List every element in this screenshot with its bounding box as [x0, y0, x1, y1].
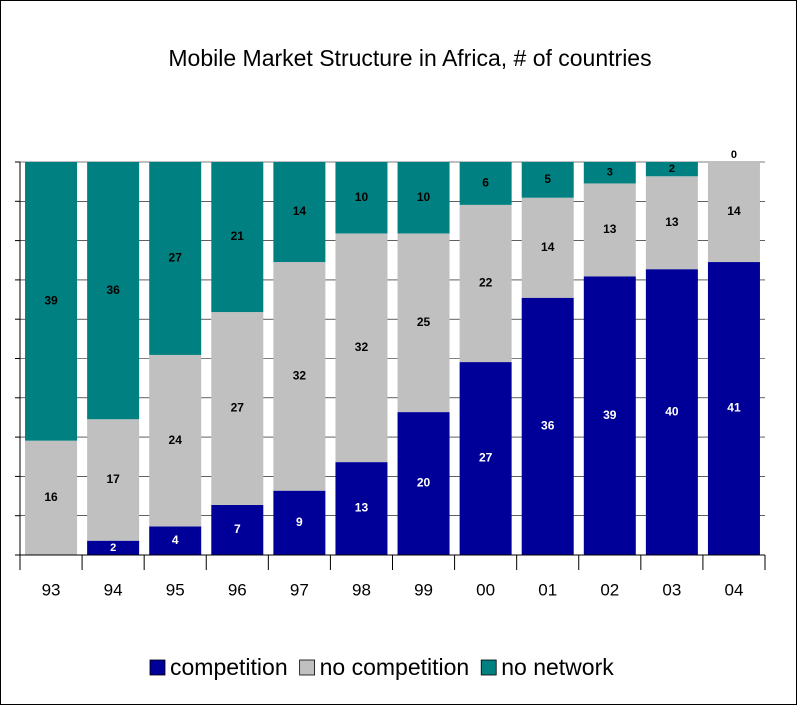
data-label: 41: [727, 401, 741, 415]
data-label: 22: [479, 276, 493, 290]
legend-label: competition: [170, 654, 288, 680]
data-label: 21: [231, 229, 245, 243]
x-tick-label: 95: [166, 580, 185, 599]
data-label: 40: [665, 404, 679, 418]
data-label: 7: [234, 522, 241, 536]
x-tick-label: 98: [352, 580, 371, 599]
bar-segment: [645, 269, 698, 555]
x-tick-label: 96: [228, 580, 247, 599]
bar-segment: [521, 297, 574, 555]
data-label: 27: [169, 251, 183, 265]
data-label: 17: [106, 472, 120, 486]
bar-segment: [273, 162, 326, 263]
bar-segment: [273, 490, 326, 555]
bar-segment: [583, 276, 636, 555]
legend-swatch: [480, 659, 497, 676]
data-label: 4: [172, 533, 179, 547]
data-label: 9: [296, 515, 303, 529]
data-label: 13: [355, 501, 369, 515]
data-label: 36: [106, 283, 120, 297]
bar-segment: [397, 233, 450, 413]
x-tick-label: 02: [600, 580, 619, 599]
data-label: 13: [603, 222, 617, 236]
bar-segment: [211, 162, 264, 313]
bar-segment: [149, 162, 202, 355]
bar-segment: [459, 162, 512, 205]
bar-segment: [25, 440, 78, 555]
data-label: 2: [669, 163, 675, 175]
data-label: 25: [417, 315, 431, 329]
bar-segment: [521, 162, 574, 198]
bar-segment: [707, 162, 760, 263]
data-label: 14: [541, 240, 555, 254]
bar-segment: [707, 262, 760, 555]
bar-segment: [211, 312, 264, 505]
bar-segment: [521, 197, 574, 298]
x-tick-label: 93: [42, 580, 61, 599]
x-tick-label: 97: [290, 580, 309, 599]
data-label: 39: [603, 408, 617, 422]
legend-label: no network: [501, 654, 614, 680]
x-tick-label: 04: [724, 580, 743, 599]
data-label: 36: [541, 419, 555, 433]
bar-segment: [397, 412, 450, 555]
x-tick-label: 01: [538, 580, 557, 599]
bar-segment: [459, 362, 512, 555]
bar-segment: [335, 462, 388, 555]
chart-title: Mobile Market Structure in Africa, # of …: [168, 45, 651, 71]
data-label: 32: [355, 340, 369, 354]
bar-segment: [335, 233, 388, 463]
data-label: 39: [44, 294, 58, 308]
data-label: 5: [544, 172, 551, 186]
data-label: 14: [293, 204, 307, 218]
bar-segment: [583, 183, 636, 277]
data-label: 32: [293, 369, 307, 383]
x-tick-label: 03: [662, 580, 681, 599]
data-label: 2: [110, 542, 116, 554]
bar-segment: [335, 162, 388, 234]
data-label: 20: [417, 476, 431, 490]
bar-segment: [645, 176, 698, 270]
x-tick-label: 94: [104, 580, 123, 599]
bar-segment: [397, 162, 450, 234]
data-label: 27: [231, 401, 245, 415]
data-label: 16: [44, 490, 58, 504]
bar-segment: [211, 504, 264, 555]
data-label: 13: [665, 215, 679, 229]
x-tick-label: 00: [476, 580, 495, 599]
x-tick-label: 99: [414, 580, 433, 599]
legend-swatch: [299, 659, 316, 676]
bar-segment: [459, 204, 512, 363]
bar-segment: [273, 262, 326, 491]
bar-segment: [87, 540, 140, 555]
data-label: 0: [731, 149, 737, 161]
data-label: 27: [479, 451, 493, 465]
bar-segment: [25, 162, 78, 441]
bar-segment: [149, 526, 202, 555]
data-label: 10: [417, 190, 431, 204]
data-label: 14: [727, 204, 741, 218]
data-label: 3: [607, 167, 613, 179]
bar-segment: [87, 419, 140, 541]
data-label: 10: [355, 190, 369, 204]
legend-label: no competition: [320, 654, 470, 680]
bar-segment: [645, 162, 698, 177]
bar-segment: [149, 354, 202, 527]
data-label: 6: [482, 176, 489, 190]
legend-swatch: [149, 659, 166, 676]
bar-segment: [87, 162, 140, 420]
bar-segment: [583, 162, 636, 184]
data-label: 24: [169, 433, 183, 447]
